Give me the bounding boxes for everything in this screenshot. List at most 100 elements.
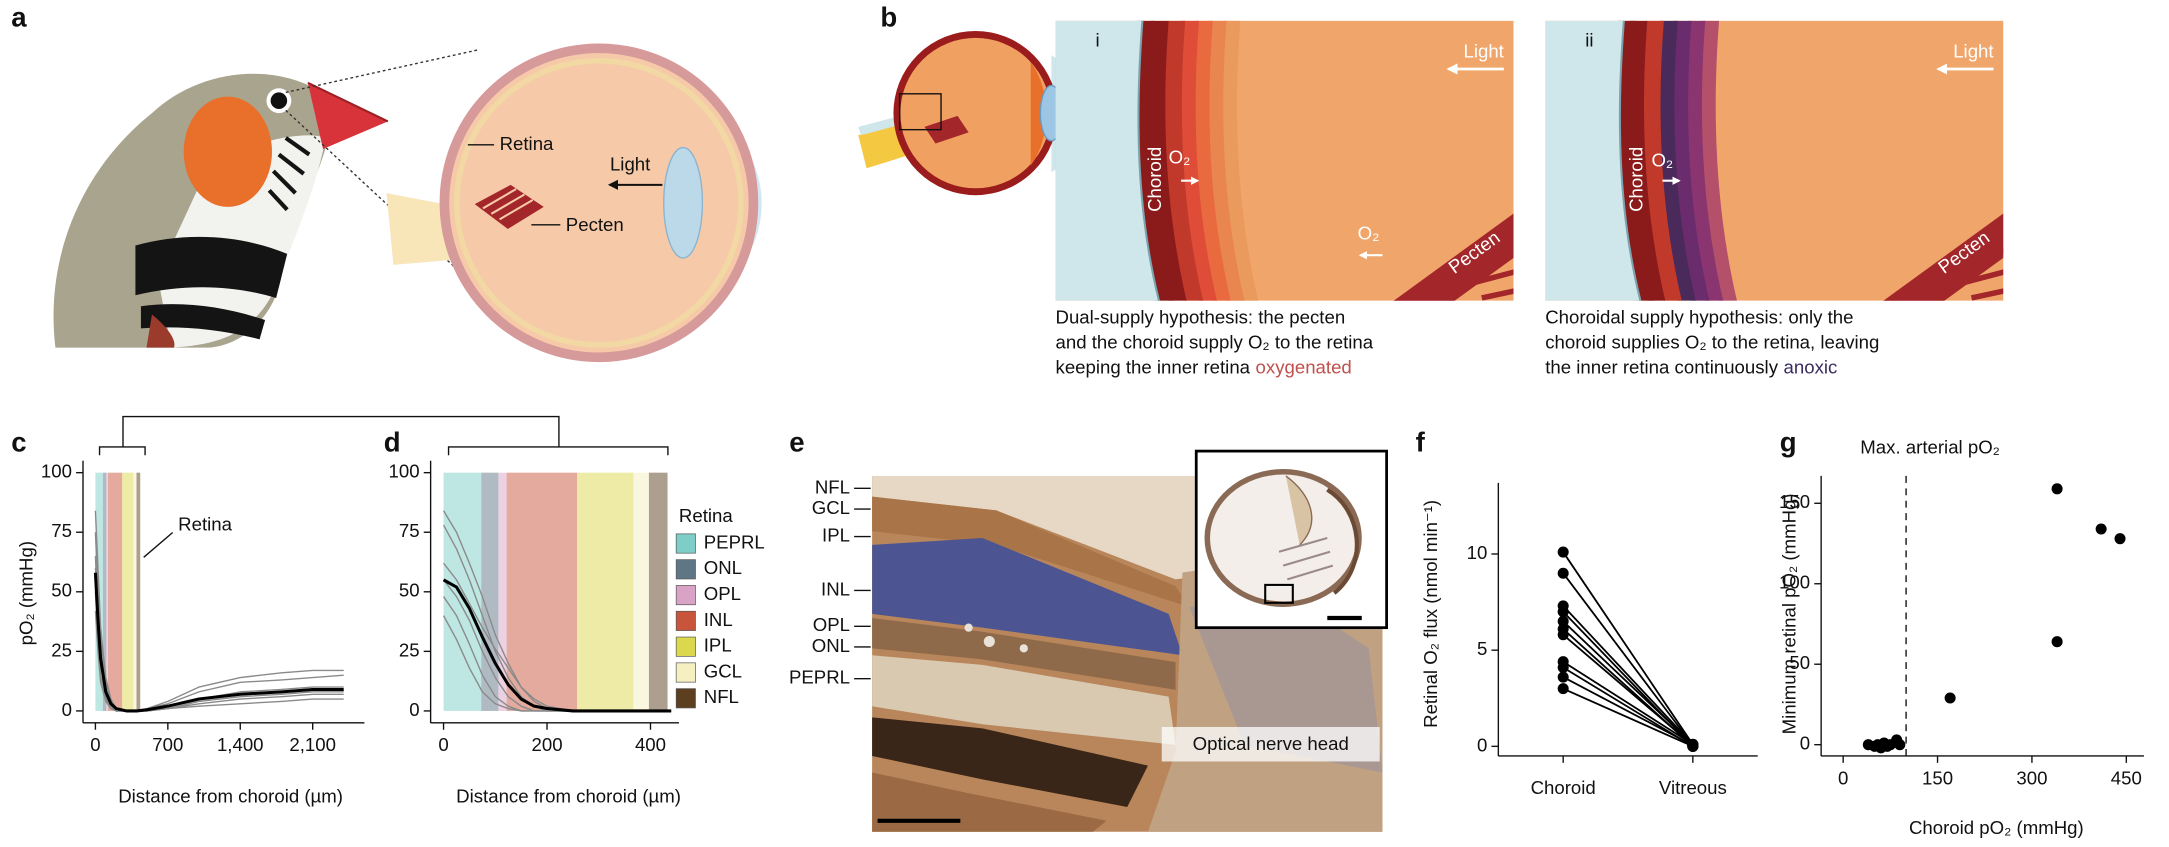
view-numeral: ii — [1585, 29, 1593, 50]
x-tick-label: 0 — [1838, 767, 1848, 788]
retina-schematic — [1545, 20, 2004, 301]
y-tick-label: 50 — [1789, 652, 1810, 673]
view-numeral: i — [1096, 29, 1100, 50]
annotation-leader — [143, 531, 174, 558]
x-axis-label: Distance from choroid (µm) — [118, 785, 343, 806]
y-axis-label: Retinal O₂ flux (nmol min⁻¹) — [1420, 500, 1441, 728]
point — [1557, 661, 1569, 673]
caption: the inner retina continuously anoxic — [1545, 356, 1837, 377]
point — [1687, 740, 1699, 752]
caption: keeping the inner retina oxygenated — [1056, 356, 1352, 377]
y-tick-label: 75 — [51, 520, 72, 541]
series-line — [1562, 634, 1694, 747]
legend-label: OPL — [704, 583, 741, 604]
legend-label: IPL — [704, 635, 732, 656]
caption: Choroidal supply hypothesis: only the — [1545, 307, 1853, 328]
x-tick-label: 0 — [438, 734, 448, 755]
y-tick-label: 0 — [62, 699, 72, 720]
y-tick-label: 50 — [51, 580, 72, 601]
point — [1557, 615, 1569, 627]
x-tick-label: Vitreous — [1659, 777, 1727, 798]
choroid-label: Choroid — [1144, 147, 1165, 212]
y-tick-label: 100 — [1779, 572, 1810, 593]
layer-band — [481, 472, 499, 711]
bird-illustration — [53, 48, 480, 348]
y-tick-label: 150 — [1779, 491, 1810, 512]
y-tick-label: 75 — [399, 520, 420, 541]
panel-label: e — [789, 426, 804, 457]
legend-swatch — [675, 636, 696, 657]
layer-band — [506, 472, 578, 711]
o2-label: O₂ — [1358, 222, 1380, 243]
caption: and the choroid supply O₂ to the retina — [1056, 331, 1374, 352]
light-label: Light — [1953, 40, 1994, 61]
point — [2095, 523, 2107, 535]
y-axis-label: pO₂ (mmHg) — [16, 541, 37, 645]
layer-band — [108, 472, 123, 711]
layer-label: GCL — [812, 497, 850, 518]
x-tick-label: 200 — [531, 734, 562, 755]
series-line — [442, 578, 672, 713]
x-tick-label: 300 — [2016, 767, 2047, 788]
point — [1557, 546, 1569, 558]
light-label: Light — [1464, 40, 1505, 61]
legend-label: GCL — [704, 660, 742, 681]
o2-label: O₂ — [1169, 147, 1191, 168]
caption-highlight: anoxic — [1784, 356, 1838, 377]
layer-band — [106, 472, 109, 711]
point — [1557, 606, 1569, 618]
y-tick-label: 5 — [1477, 638, 1487, 659]
x-tick-label: 450 — [2111, 767, 2142, 788]
layer-band — [122, 472, 134, 711]
point — [2051, 636, 2063, 648]
legend-swatch — [675, 559, 696, 580]
point — [1944, 692, 1956, 704]
layer-band — [498, 472, 507, 711]
layer-label: NFL — [815, 476, 850, 497]
caption-highlight: oxygenated — [1256, 356, 1352, 377]
eye-label: Light — [610, 153, 651, 174]
y-tick-label: 0 — [1477, 734, 1487, 755]
caption: choroid supplies O₂ to the retina, leavi… — [1545, 331, 1879, 352]
x-tick-label: 0 — [90, 734, 100, 755]
choroid-label: Choroid — [1626, 147, 1647, 212]
layer-band — [633, 472, 649, 711]
legend-swatch — [675, 610, 696, 631]
comparison-bracket — [98, 415, 669, 456]
annotation: Retina — [178, 514, 232, 535]
caption-text: the inner retina continuously — [1545, 356, 1778, 377]
series-line — [1562, 572, 1694, 746]
series-line — [1562, 605, 1694, 746]
eye-label: Pecten — [566, 214, 624, 235]
x-tick-label: 400 — [635, 734, 666, 755]
layer-band — [648, 472, 668, 711]
layer-band — [133, 472, 137, 711]
layer-band — [136, 472, 141, 711]
layer-label: ONL — [812, 635, 850, 656]
x-tick-label: 700 — [152, 734, 183, 755]
series-line — [93, 572, 344, 713]
panel-label: c — [11, 426, 26, 457]
small-eye — [858, 31, 1083, 196]
x-tick-label: 2,100 — [289, 734, 336, 755]
legend-swatch — [675, 585, 696, 606]
legend-label: ONL — [704, 557, 742, 578]
y-tick-label: 10 — [1467, 542, 1488, 563]
y-tick-label: 0 — [1800, 733, 1810, 754]
y-tick-label: 100 — [41, 461, 72, 482]
point — [2114, 533, 2126, 545]
eye-illustration — [386, 43, 762, 363]
series-line — [1562, 676, 1694, 747]
legend-swatch — [675, 533, 696, 554]
layer-band — [577, 472, 634, 711]
y-tick-label: 50 — [399, 580, 420, 601]
panel-label: b — [880, 2, 897, 33]
panel-label: f — [1416, 426, 1426, 457]
legend-label: NFL — [704, 686, 739, 707]
point — [1557, 671, 1569, 683]
layer-band — [102, 472, 107, 711]
y-tick-label: 100 — [389, 461, 420, 482]
legend-swatch — [675, 662, 696, 683]
x-tick-label: 150 — [1922, 767, 1953, 788]
